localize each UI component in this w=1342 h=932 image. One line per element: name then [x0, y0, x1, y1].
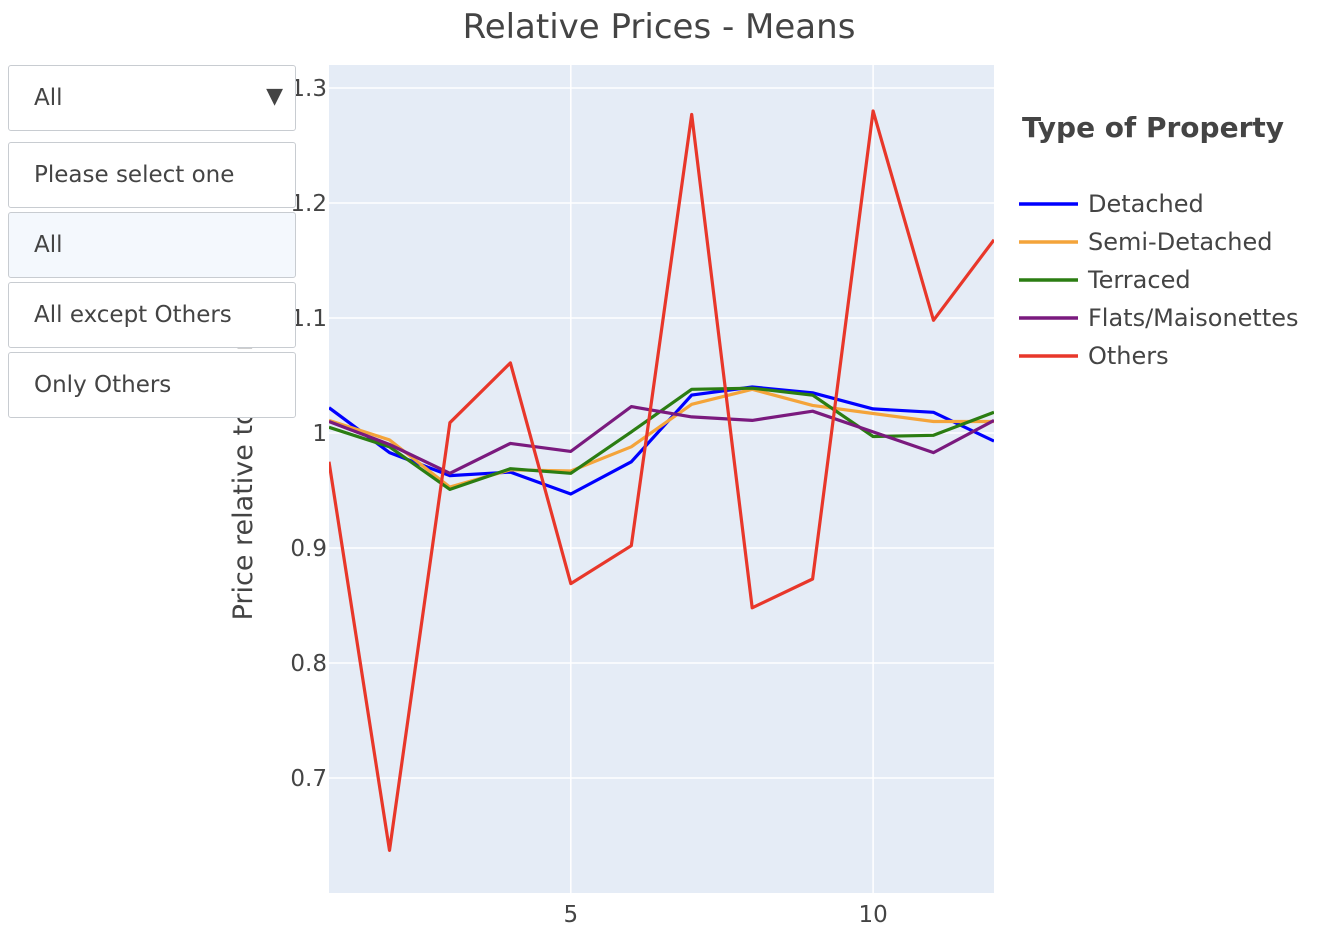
- y-tick-label: 1.2: [290, 191, 327, 217]
- legend-item-detached: Detached: [1088, 190, 1204, 218]
- dropdown-option-all[interactable]: All: [8, 212, 296, 278]
- series-lines: [329, 109, 994, 853]
- y-tick-label: 0.9: [290, 536, 327, 562]
- dropdown-option-label: Please select one: [34, 162, 235, 188]
- dropdown-selected-value: All: [34, 85, 63, 111]
- legend-item-flats-maisonettes: Flats/Maisonettes: [1088, 304, 1299, 332]
- dropdown-option-all-except-others[interactable]: All except Others: [8, 282, 296, 348]
- y-tick-label: 1.3: [290, 76, 327, 102]
- y-tick-label: 1.1: [290, 306, 327, 332]
- chevron-down-icon: ▼: [266, 84, 283, 109]
- tick-labels: 0.7 0.8 0.9 1 1.1 1.2 1.3 5 10: [290, 76, 887, 928]
- y-tick-label: 0.8: [290, 651, 327, 677]
- legend-item-semi-detached: Semi-Detached: [1088, 228, 1272, 256]
- series-filter-dropdown[interactable]: All ▼: [8, 65, 296, 131]
- legend-item-terraced: Terraced: [1087, 266, 1191, 294]
- series-line-others: [329, 109, 994, 853]
- grid-lines: [329, 65, 994, 893]
- x-tick-label: 10: [858, 902, 887, 928]
- dropdown-option-label: All except Others: [34, 302, 232, 328]
- dropdown-option-please-select[interactable]: Please select one: [8, 142, 296, 208]
- dropdown-option-label: Only Others: [34, 372, 172, 398]
- legend-item-others: Others: [1088, 342, 1169, 370]
- series-line-detached: [329, 385, 994, 496]
- y-tick-label: 0.7: [290, 766, 327, 792]
- series-line-flats-maisonettes: [329, 405, 994, 475]
- dropdown-option-only-others[interactable]: Only Others: [8, 352, 296, 418]
- legend: Type of Property Detached Semi-Detached Te…: [1019, 111, 1299, 370]
- x-tick-label: 5: [563, 902, 578, 928]
- chart-title: Relative Prices - Means: [463, 7, 856, 47]
- legend-title: Type of Property: [1022, 111, 1284, 144]
- y-tick-label: 1: [312, 421, 327, 447]
- series-line-semi-detached: [329, 387, 994, 489]
- dropdown-option-label: All: [34, 232, 63, 258]
